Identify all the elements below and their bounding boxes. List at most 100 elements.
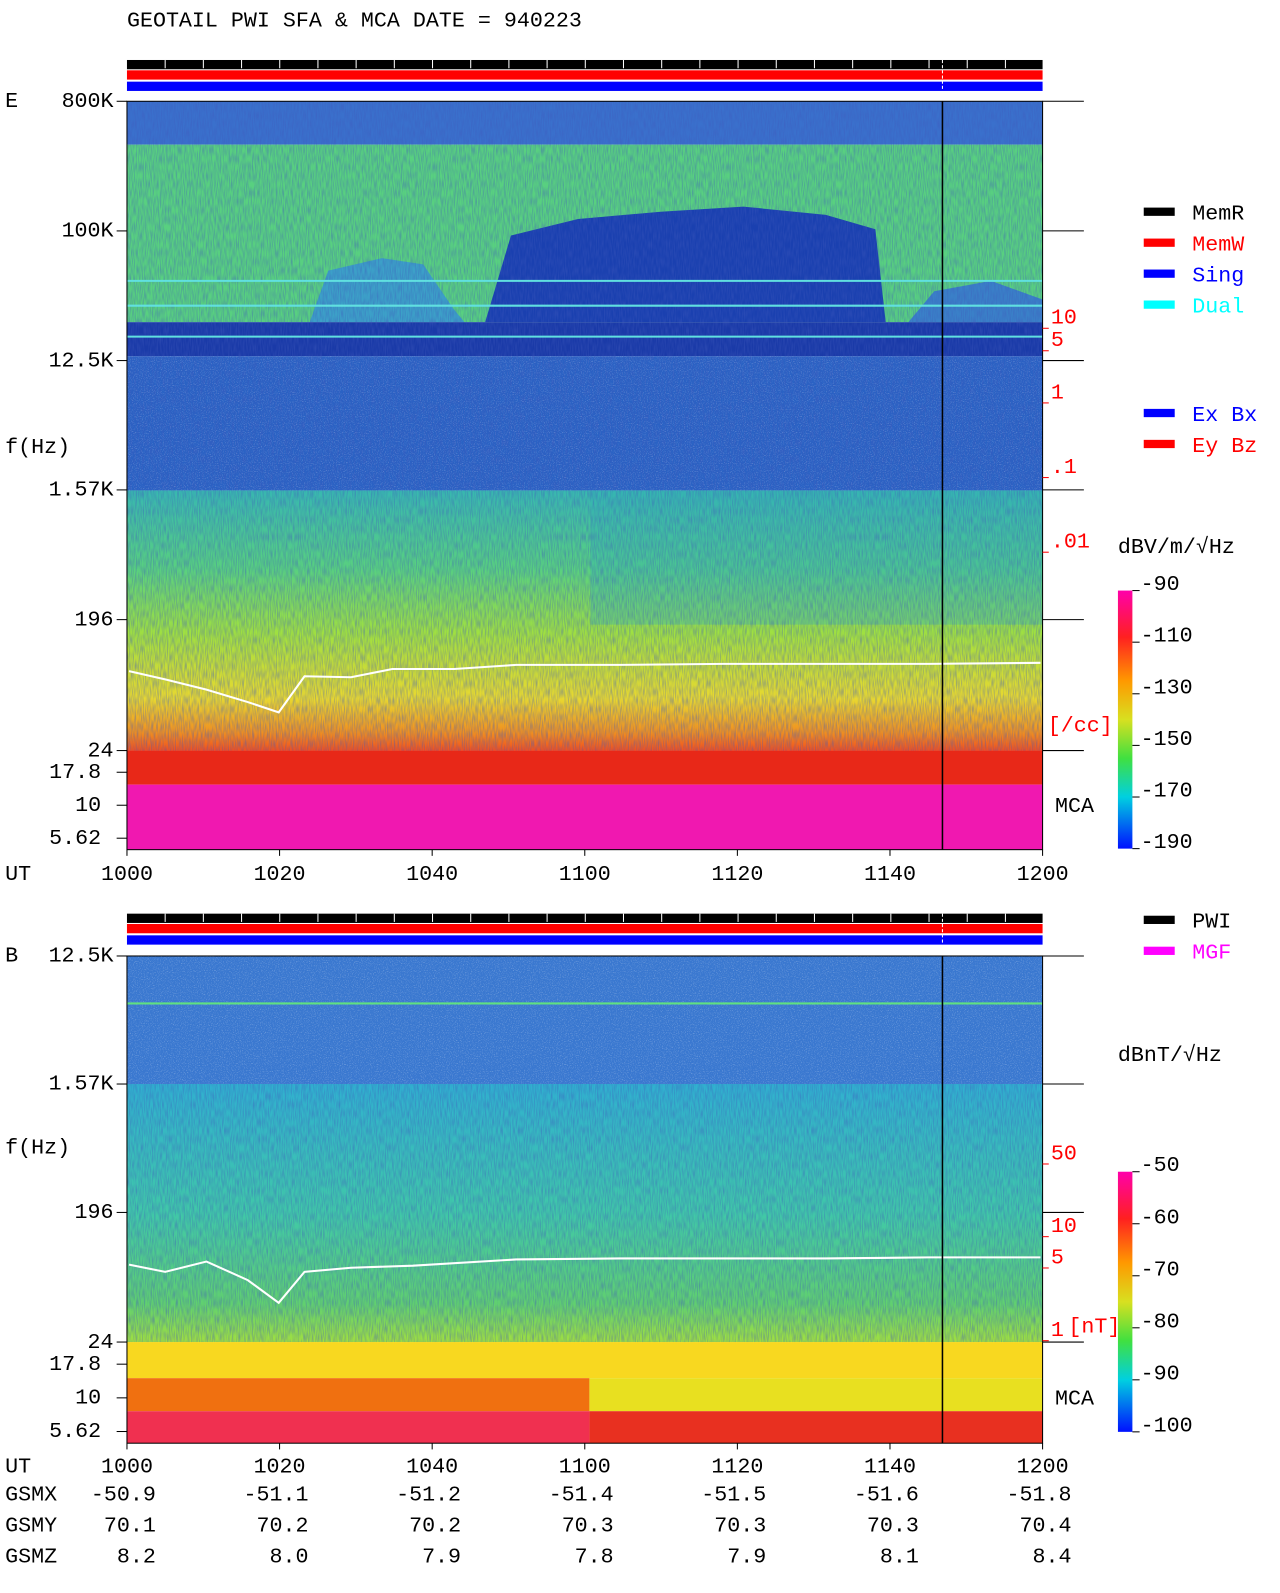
- spectrogram-cell: [589, 1378, 1043, 1412]
- orbit-value: 8.2: [117, 1544, 156, 1569]
- legend-swatch: [1143, 207, 1175, 216]
- colorbar-tick-label: -60: [1141, 1205, 1180, 1230]
- spectrogram-cell: [126, 1411, 590, 1444]
- y2-tick-label: 1: [1051, 1318, 1064, 1343]
- orbit-value: 8.4: [1032, 1544, 1071, 1569]
- legend-label: Sing: [1192, 263, 1244, 288]
- y2-tick-label: 10: [1051, 306, 1077, 331]
- y-tick-label: 1.57K: [49, 1072, 114, 1097]
- legend-label: MemW: [1192, 232, 1244, 257]
- orbit-value: -51.4: [549, 1483, 614, 1508]
- colorbar-tick-label: -90: [1141, 1361, 1180, 1386]
- orbit-value: 70.1: [104, 1514, 156, 1539]
- mca-tick-label: 17.8: [49, 1352, 101, 1377]
- spectrogram-cell: [126, 1378, 590, 1412]
- y-tick-label: 12.5K: [49, 944, 114, 969]
- orbit-value: 70.2: [256, 1514, 308, 1539]
- legend-swatch: [1143, 439, 1175, 449]
- x-tick-label: 1200: [1017, 1455, 1069, 1480]
- mca-label: MCA: [1055, 794, 1094, 819]
- spectrogram-cell: [589, 1411, 1043, 1444]
- orbit-value: 70.3: [867, 1514, 919, 1539]
- x-axis-label: UT: [5, 862, 31, 887]
- y-axis-label: f(Hz): [5, 1136, 70, 1161]
- y-tick-label: 24: [88, 738, 114, 763]
- x-tick-label: 1100: [559, 862, 611, 887]
- x-tick-label: 1000: [101, 862, 153, 887]
- colorbar-tick-label: -100: [1141, 1413, 1193, 1438]
- spectrogram-cell: [126, 955, 1043, 1084]
- x-axis-label: UT: [5, 1455, 31, 1480]
- y-tick-label: 12.5K: [49, 348, 114, 373]
- colorbar-tick-label: -130: [1141, 675, 1193, 700]
- chart-title: GEOTAIL PWI SFA & MCA DATE = 940223: [127, 8, 582, 33]
- y2-tick-label: .1: [1051, 455, 1077, 480]
- x-tick-label: 1100: [559, 1455, 611, 1480]
- legend-swatch: [1143, 408, 1175, 418]
- y2-axis-label: [/cc]: [1048, 714, 1113, 739]
- mca-tick-label: 10: [75, 1386, 101, 1411]
- spectrogram-cell: [126, 784, 1043, 850]
- spectrogram-cell: [126, 1342, 1043, 1379]
- orbit-value: -51.5: [701, 1483, 766, 1508]
- panel-label: B: [5, 944, 18, 969]
- y2-tick-label: 1: [1051, 380, 1064, 405]
- y-tick-label: 196: [75, 607, 114, 632]
- colorbar-tick-label: -50: [1141, 1153, 1180, 1178]
- spectrogram-cell: [126, 923, 1043, 934]
- spectrogram-cell: [126, 356, 1043, 491]
- colorbar-tick-label: -70: [1141, 1257, 1180, 1282]
- x-tick-label: 1040: [406, 862, 458, 887]
- x-tick-label: 1020: [254, 1455, 306, 1480]
- x-tick-label: 1040: [406, 1455, 458, 1480]
- orbit-value: -51.2: [396, 1483, 461, 1508]
- orbit-value: 8.1: [880, 1544, 919, 1569]
- x-tick-label: 1140: [864, 862, 916, 887]
- orbit-value: -50.9: [91, 1483, 156, 1508]
- mca-tick-label: 5.62: [49, 826, 101, 851]
- mca-tick-label: 17.8: [49, 760, 101, 785]
- mca-tick-label: 5.62: [49, 1419, 101, 1444]
- y2-tick-label: 50: [1051, 1141, 1077, 1166]
- y-tick-label: 800K: [62, 89, 114, 114]
- colorbar: [1117, 590, 1133, 849]
- legend-swatch: [1143, 300, 1175, 309]
- colorbar-tick-label: -150: [1141, 727, 1193, 752]
- orbit-value: 70.2: [409, 1514, 461, 1539]
- density-trace: [128, 661, 1041, 714]
- y2-tick-label: .01: [1051, 530, 1090, 555]
- mca-tick-label: 10: [75, 793, 101, 818]
- colorbar-tick-label: -110: [1141, 624, 1193, 649]
- legend-label: Ey Bz: [1192, 434, 1257, 459]
- mca-label: MCA: [1055, 1387, 1094, 1412]
- y-tick-label: 24: [88, 1330, 114, 1355]
- x-tick-label: 1120: [711, 862, 763, 887]
- panel-label: E: [5, 89, 18, 114]
- orbit-value: 8.0: [269, 1544, 308, 1569]
- orbit-row-label: GSMX: [5, 1483, 57, 1508]
- x-tick-label: 1000: [101, 1455, 153, 1480]
- legend-label: MGF: [1192, 941, 1231, 966]
- legend-swatch: [1143, 915, 1175, 924]
- spectrogram-cell: [126, 750, 1043, 785]
- x-tick-label: 1200: [1017, 862, 1069, 887]
- orbit-value: 70.3: [714, 1514, 766, 1539]
- legend-label: PWI: [1192, 910, 1231, 935]
- legend-swatch: [1143, 946, 1175, 955]
- orbit-value: 7.8: [575, 1544, 614, 1569]
- colorbar-tick-label: -170: [1141, 779, 1193, 804]
- y2-tick-label: 10: [1051, 1214, 1077, 1239]
- x-tick-label: 1120: [711, 1455, 763, 1480]
- colorbar-tick-label: -80: [1141, 1309, 1180, 1334]
- spectrogram-cell: [126, 935, 1043, 945]
- colorbar-tick-label: -90: [1141, 572, 1180, 597]
- x-tick-label: 1140: [864, 1455, 916, 1480]
- spectrogram-cell: [126, 70, 1043, 80]
- colorbar-label: dBV/m/√Hz: [1118, 535, 1235, 560]
- y-tick-label: 100K: [62, 219, 114, 244]
- orbit-value: 70.4: [1019, 1514, 1071, 1539]
- orbit-value: -51.1: [243, 1483, 308, 1508]
- orbit-value: -51.8: [1006, 1483, 1071, 1508]
